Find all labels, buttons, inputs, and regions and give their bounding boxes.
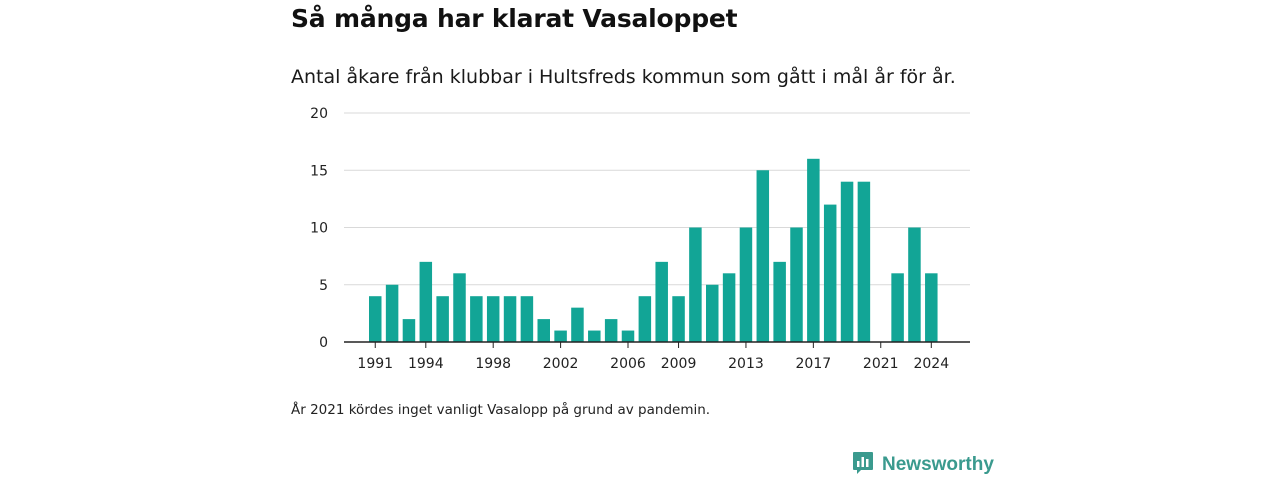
chart-title: Så många har klarat Vasaloppet	[291, 4, 738, 33]
bar-2003	[571, 307, 584, 342]
bars	[369, 158, 938, 342]
bar-2002	[554, 330, 567, 342]
bar-2018	[823, 204, 837, 342]
bar-2001	[537, 319, 550, 342]
newsworthy-logo-icon	[852, 451, 874, 479]
bar-1991	[369, 296, 382, 342]
x-tick-label: 2017	[796, 356, 832, 372]
bar-chart: 0 5 10 15 20 1991 1994 1998 2002 2006 2009 2013 201…	[310, 106, 970, 372]
bar-1992	[385, 284, 399, 342]
bar-2020	[857, 181, 871, 342]
bar-1995	[436, 296, 449, 342]
bar-2013	[739, 227, 753, 342]
bar-1993	[402, 319, 416, 342]
bar-2000	[520, 296, 534, 342]
bar-2016	[790, 227, 803, 342]
brand-name: Newsworthy	[882, 454, 994, 475]
chart-footnote: År 2021 kördes inget vanligt Vasalopp på…	[291, 402, 711, 418]
x-tick-label: 1994	[408, 356, 444, 372]
bar-2017	[807, 158, 820, 342]
bar-2007	[638, 296, 652, 342]
bar-2012	[722, 273, 736, 342]
y-axis-ticks: 0 5 10 15 20	[310, 106, 328, 351]
bar-2022	[891, 273, 904, 342]
bar-1997	[470, 296, 483, 342]
bar-2008	[655, 261, 668, 342]
y-tick-label: 15	[310, 163, 328, 179]
bar-1998	[486, 296, 500, 342]
x-tick-label: 2013	[728, 356, 764, 372]
y-tick-label: 10	[310, 221, 328, 237]
y-tick-label: 5	[319, 278, 328, 294]
bar-2019	[840, 181, 854, 342]
x-tick-label: 1998	[475, 356, 511, 372]
y-tick-label: 0	[319, 335, 328, 351]
bar-1996	[453, 273, 466, 342]
bar-2006	[621, 330, 635, 342]
brand-logo: Newsworthy	[852, 451, 994, 479]
bar-2010	[689, 227, 702, 342]
chart-subtitle: Antal åkare från klubbar i Hultsfreds ko…	[291, 66, 956, 88]
x-tick-label: 2009	[661, 356, 697, 372]
y-tick-label: 20	[310, 106, 328, 122]
bar-2015	[773, 261, 786, 342]
bar-2023	[908, 227, 921, 342]
bar-2011	[706, 284, 719, 342]
bar-1994	[419, 261, 433, 342]
x-tick-label: 1991	[357, 356, 393, 372]
gridlines	[344, 112, 970, 286]
bar-2005	[604, 319, 618, 342]
bar-1999	[503, 296, 517, 342]
x-tick-label: 2006	[610, 356, 646, 372]
x-axis-ticks: 1991 1994 1998 2002 2006 2009 2013 2017 2021 2024	[357, 342, 949, 372]
x-tick-label: 2024	[913, 356, 949, 372]
x-tick-label: 2002	[543, 356, 579, 372]
bar-2004	[588, 330, 601, 342]
bar-2014	[756, 170, 770, 342]
bar-2009	[672, 296, 685, 342]
bar-2024	[925, 273, 938, 342]
x-tick-label: 2021	[863, 356, 899, 372]
